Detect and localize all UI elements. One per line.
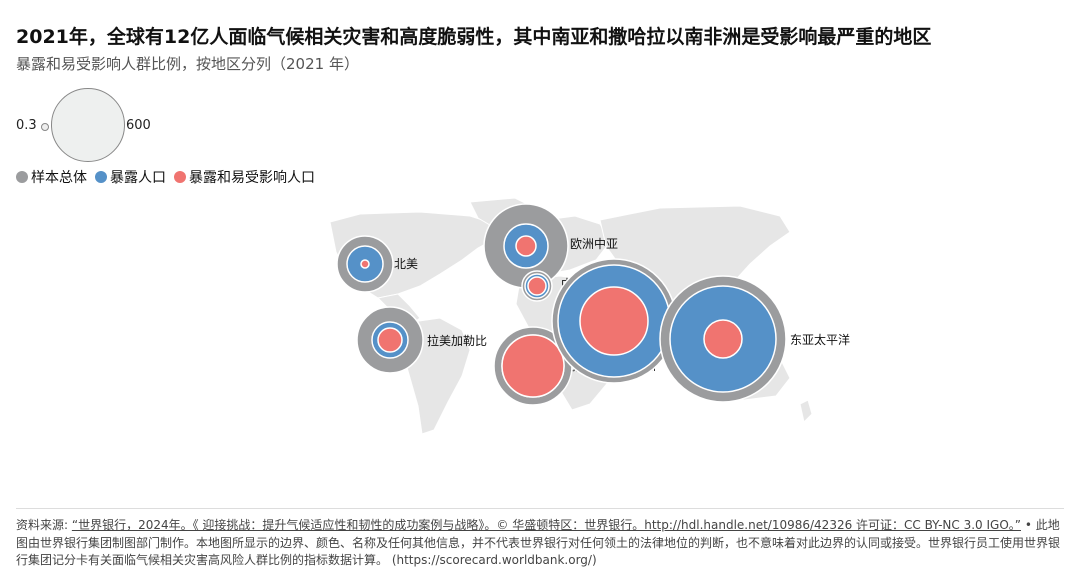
- region-label-north-america: 北美: [394, 257, 418, 271]
- region-bubble-north-america: 北美: [336, 235, 418, 293]
- legend-swatch-exposed: [95, 171, 107, 183]
- land-new-zealand: [799, 399, 813, 423]
- region-bubble-europe-central-asia: 欧洲中亚: [483, 203, 618, 289]
- source-map-note: • 此地图由世界银行集团制图部门制作。本地图所显示的边界、颜色、名称及任何其他信…: [16, 518, 1061, 567]
- bubble-vulnerable-east-asia-pacific: [703, 319, 743, 359]
- source-link[interactable]: “世界银行，2024年。《 迎接挑战：提升气候适应性和韧性的成功案例与战略》。©…: [71, 518, 1021, 532]
- size-legend-min-label: 0.3: [16, 118, 37, 133]
- region-bubble-south-asia: 南亚: [551, 258, 700, 384]
- bubble-vulnerable-north-america: [360, 259, 370, 269]
- legend-label-vulnerable: 暴露和易受影响人口: [189, 170, 315, 186]
- region-bubble-latin-america: 拉美加勒比: [356, 306, 487, 374]
- chart-title: 2021年，全球有12亿人面临气候相关灾害和高度脆弱性，其中南亚和撒哈拉以南非洲…: [16, 26, 932, 48]
- legend-item-exposed: 暴露人口: [95, 167, 166, 187]
- legend-item-total: 样本总体: [16, 167, 87, 187]
- world-map-svg: 北美拉美加勒比欧洲中亚中东北非撒哈拉以南非洲南亚东亚太平洋: [329, 197, 850, 435]
- color-legend: 样本总体 暴露人口 暴露和易受影响人口: [16, 167, 319, 187]
- source-note: 资料来源: “世界银行，2024年。《 迎接挑战：提升气候适应性和韧性的成功案例…: [16, 517, 1066, 570]
- region-label-latin-america: 拉美加勒比: [427, 333, 487, 348]
- footer-divider: [16, 508, 1064, 509]
- legend-swatch-total: [16, 171, 28, 183]
- bubble-vulnerable-middle-east-north-africa: [527, 276, 547, 296]
- region-label-europe-central-asia: 欧洲中亚: [570, 236, 618, 251]
- size-legend: 0.3 600: [16, 88, 236, 164]
- legend-label-exposed: 暴露人口: [110, 170, 166, 186]
- size-legend-large-circle: [51, 88, 125, 162]
- region-bubbles: 北美拉美加勒比欧洲中亚中东北非撒哈拉以南非洲南亚东亚太平洋: [336, 203, 850, 406]
- bubble-vulnerable-sub-saharan-africa: [501, 334, 565, 398]
- source-prefix: 资料来源:: [16, 518, 72, 532]
- world-map: 北美拉美加勒比欧洲中亚中东北非撒哈拉以南非洲南亚东亚太平洋: [0, 190, 1080, 450]
- legend-label-total: 样本总体: [31, 170, 87, 186]
- bubble-vulnerable-latin-america: [377, 327, 403, 353]
- chart-subtitle: 暴露和易受影响人群比例，按地区分列（2021 年）: [16, 55, 359, 73]
- region-bubble-east-asia-pacific: 东亚太平洋: [659, 275, 850, 403]
- legend-item-vulnerable: 暴露和易受影响人口: [174, 167, 315, 187]
- region-label-east-asia-pacific: 东亚太平洋: [790, 332, 850, 347]
- bubble-vulnerable-south-asia: [579, 286, 649, 356]
- size-legend-max-label: 600: [126, 118, 151, 133]
- bubble-vulnerable-europe-central-asia: [515, 235, 537, 257]
- legend-swatch-vulnerable: [174, 171, 186, 183]
- size-legend-small-circle: [41, 123, 49, 131]
